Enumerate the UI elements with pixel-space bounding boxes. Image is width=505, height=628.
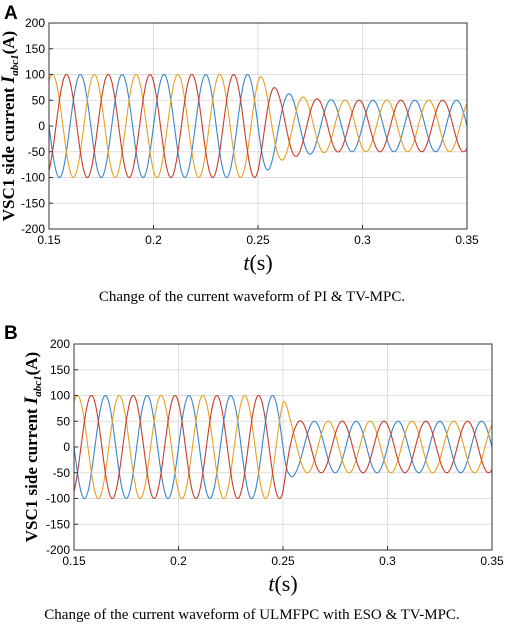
y-tick-label: 50	[32, 93, 46, 107]
x-axis-label-var: t	[243, 250, 250, 275]
x-axis-label-unit: (s)	[274, 571, 297, 596]
y-tick-label: 150	[50, 363, 70, 377]
x-tick-label: 0.3	[354, 233, 371, 247]
y-axis-label-main: VSC1 side current	[0, 83, 18, 221]
y-tick-label: 100	[25, 68, 45, 82]
chart-panel-a: 0.15 0.2 0.25 0.3 0.35 -200 -150 -100 -50 0 50 100 1…	[0, 3, 479, 305]
x-tick-label: 0.25	[246, 233, 270, 247]
x-tick-label: 0.15	[37, 233, 61, 247]
series-line-3	[74, 394, 492, 500]
y-tick-label: 100	[50, 389, 70, 403]
y-axis-label-var: I	[0, 75, 19, 84]
y-tick-label: 200	[50, 337, 70, 351]
panel-label: B	[4, 323, 18, 344]
y-tick-label: 0	[63, 440, 70, 454]
y-tick-label: -50	[53, 466, 71, 480]
x-axis-label-unit: (s)	[249, 250, 272, 275]
y-axis-label-sub: abc1	[9, 54, 21, 75]
y-axis-label-sub: abc1	[32, 375, 44, 396]
y-tick-label: 200	[25, 16, 45, 30]
x-tick-label: 0.25	[271, 554, 295, 568]
x-axis-label: t(s)	[268, 571, 297, 596]
y-axis-label-unit: (A)	[22, 352, 41, 376]
series-line-1	[49, 73, 467, 179]
y-tick-label: -50	[28, 145, 46, 159]
y-axis-label: VSC1 side current Iabc1(A)	[21, 352, 44, 542]
series-line-3	[49, 73, 467, 179]
y-tick-label: -150	[46, 517, 70, 531]
y-tick-label: -100	[21, 171, 45, 185]
y-axis-label-unit: (A)	[0, 31, 18, 55]
y-tick-label: -200	[21, 222, 45, 236]
x-tick-label: 0.2	[170, 554, 187, 568]
y-tick-label: 0	[38, 119, 45, 133]
y-axis-label: VSC1 side current Iabc1(A)	[0, 31, 21, 221]
y-tick-label: -100	[46, 492, 70, 506]
panel-label: A	[4, 3, 18, 24]
x-axis-label: t(s)	[243, 250, 272, 275]
x-tick-label: 0.35	[455, 233, 479, 247]
series-line-2	[74, 394, 492, 500]
y-tick-label: 150	[25, 42, 45, 56]
x-tick-label: 0.2	[145, 233, 162, 247]
chart-panel-b: 0.15 0.2 0.25 0.3 0.35 -200 -150 -100 -50 0 50 100 1…	[4, 323, 504, 623]
y-tick-label: 50	[57, 414, 71, 428]
figure-caption: Change of the current waveform of ULMFPC…	[44, 607, 459, 623]
y-tick-label: -150	[21, 196, 45, 210]
series-line-2	[49, 73, 467, 179]
x-tick-label: 0.35	[480, 554, 504, 568]
x-axis-label-var: t	[268, 571, 275, 596]
x-tick-label: 0.3	[379, 554, 396, 568]
series-line-1	[74, 394, 492, 500]
figure-caption: Change of the current waveform of PI & T…	[99, 289, 405, 305]
y-tick-label: -200	[46, 543, 70, 557]
y-axis-label-main: VSC1 side current	[22, 404, 41, 542]
x-tick-label: 0.15	[62, 554, 86, 568]
y-axis-label-var: I	[21, 396, 42, 405]
